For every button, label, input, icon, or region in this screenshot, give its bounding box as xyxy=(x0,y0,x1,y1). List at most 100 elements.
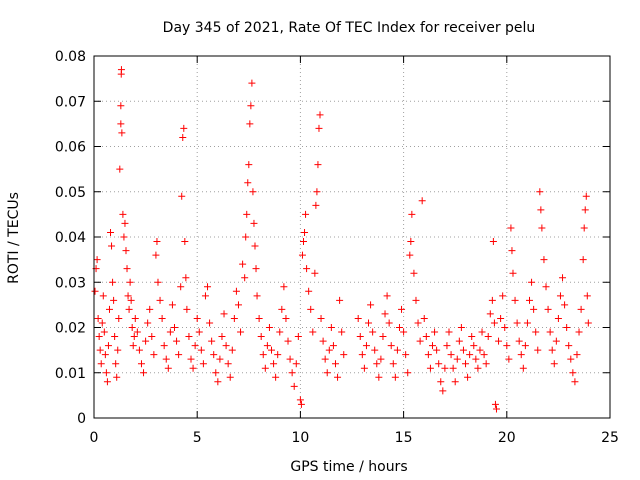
data-point xyxy=(393,346,401,354)
data-point xyxy=(114,346,122,354)
data-point xyxy=(311,269,319,277)
data-point xyxy=(286,355,294,363)
data-point xyxy=(377,355,385,363)
data-point xyxy=(385,319,393,327)
data-point xyxy=(441,364,449,372)
data-point xyxy=(387,342,395,350)
data-point xyxy=(102,369,110,377)
data-point xyxy=(261,364,269,372)
data-point xyxy=(523,319,531,327)
data-point xyxy=(170,324,178,331)
data-point xyxy=(307,305,315,313)
data-point xyxy=(313,188,321,196)
data-point xyxy=(528,278,536,286)
data-point xyxy=(259,351,267,359)
data-point xyxy=(552,337,560,345)
data-point xyxy=(230,314,238,322)
data-point xyxy=(334,373,342,381)
data-point xyxy=(474,364,482,372)
data-point xyxy=(292,360,300,368)
data-point xyxy=(579,256,587,264)
data-point xyxy=(181,238,189,246)
data-point xyxy=(559,274,567,282)
data-point xyxy=(297,400,305,408)
data-point xyxy=(532,328,540,336)
data-point xyxy=(501,324,509,331)
x-tick-label: 10 xyxy=(291,430,309,446)
data-point xyxy=(224,360,232,368)
data-point xyxy=(121,219,129,227)
y-tick-label: 0.05 xyxy=(55,185,86,201)
data-point xyxy=(298,251,306,259)
data-point xyxy=(294,333,302,341)
data-point xyxy=(367,301,375,309)
x-tick-label: 5 xyxy=(193,430,202,446)
data-point xyxy=(208,337,216,345)
data-point xyxy=(162,355,170,363)
data-point xyxy=(214,378,222,386)
data-point xyxy=(284,337,292,345)
data-point xyxy=(488,296,496,304)
data-point xyxy=(509,269,517,277)
data-point xyxy=(565,342,573,350)
data-point xyxy=(360,364,368,372)
data-point xyxy=(327,324,335,331)
data-point xyxy=(371,346,379,354)
data-point xyxy=(241,274,249,282)
data-point xyxy=(312,201,320,209)
y-tick-label: 0.03 xyxy=(55,275,86,291)
data-point xyxy=(356,333,364,341)
data-point xyxy=(519,364,527,372)
data-point xyxy=(457,324,465,331)
data-point xyxy=(244,179,252,187)
data-point xyxy=(495,337,503,345)
data-point xyxy=(152,251,160,259)
data-point xyxy=(406,251,414,259)
data-point xyxy=(303,265,311,273)
data-point xyxy=(536,188,544,196)
data-point xyxy=(445,328,453,336)
data-point xyxy=(278,305,286,313)
data-point xyxy=(433,346,441,354)
data-point xyxy=(316,111,324,119)
data-point xyxy=(156,296,164,304)
data-point xyxy=(375,373,383,381)
data-point xyxy=(321,355,329,363)
data-point xyxy=(112,360,120,368)
data-point xyxy=(100,328,108,336)
data-point xyxy=(98,319,106,327)
data-point xyxy=(148,333,156,341)
data-point xyxy=(412,296,420,304)
data-point xyxy=(93,256,101,264)
x-tick-label: 25 xyxy=(601,430,619,446)
data-point xyxy=(210,351,218,359)
data-point xyxy=(554,314,562,322)
data-point xyxy=(117,120,125,128)
data-point xyxy=(195,328,203,336)
data-point xyxy=(183,305,191,313)
data-point xyxy=(548,346,556,354)
data-point xyxy=(389,360,397,368)
data-point xyxy=(530,305,538,313)
data-point xyxy=(158,314,166,322)
data-point xyxy=(290,382,298,390)
y-tick-label: 0.04 xyxy=(55,230,86,246)
data-point xyxy=(160,342,168,350)
data-point xyxy=(309,328,317,336)
data-point xyxy=(478,328,486,336)
data-point xyxy=(489,238,497,246)
data-point xyxy=(117,66,125,74)
data-point xyxy=(395,324,403,331)
data-point xyxy=(252,265,260,273)
data-point xyxy=(175,351,183,359)
data-point xyxy=(398,305,406,313)
data-point xyxy=(418,197,426,205)
data-point xyxy=(237,328,245,336)
data-point xyxy=(315,124,323,132)
data-point xyxy=(453,355,461,363)
data-point xyxy=(569,369,577,377)
data-point xyxy=(383,292,391,300)
data-point xyxy=(358,351,366,359)
data-point xyxy=(301,228,309,236)
